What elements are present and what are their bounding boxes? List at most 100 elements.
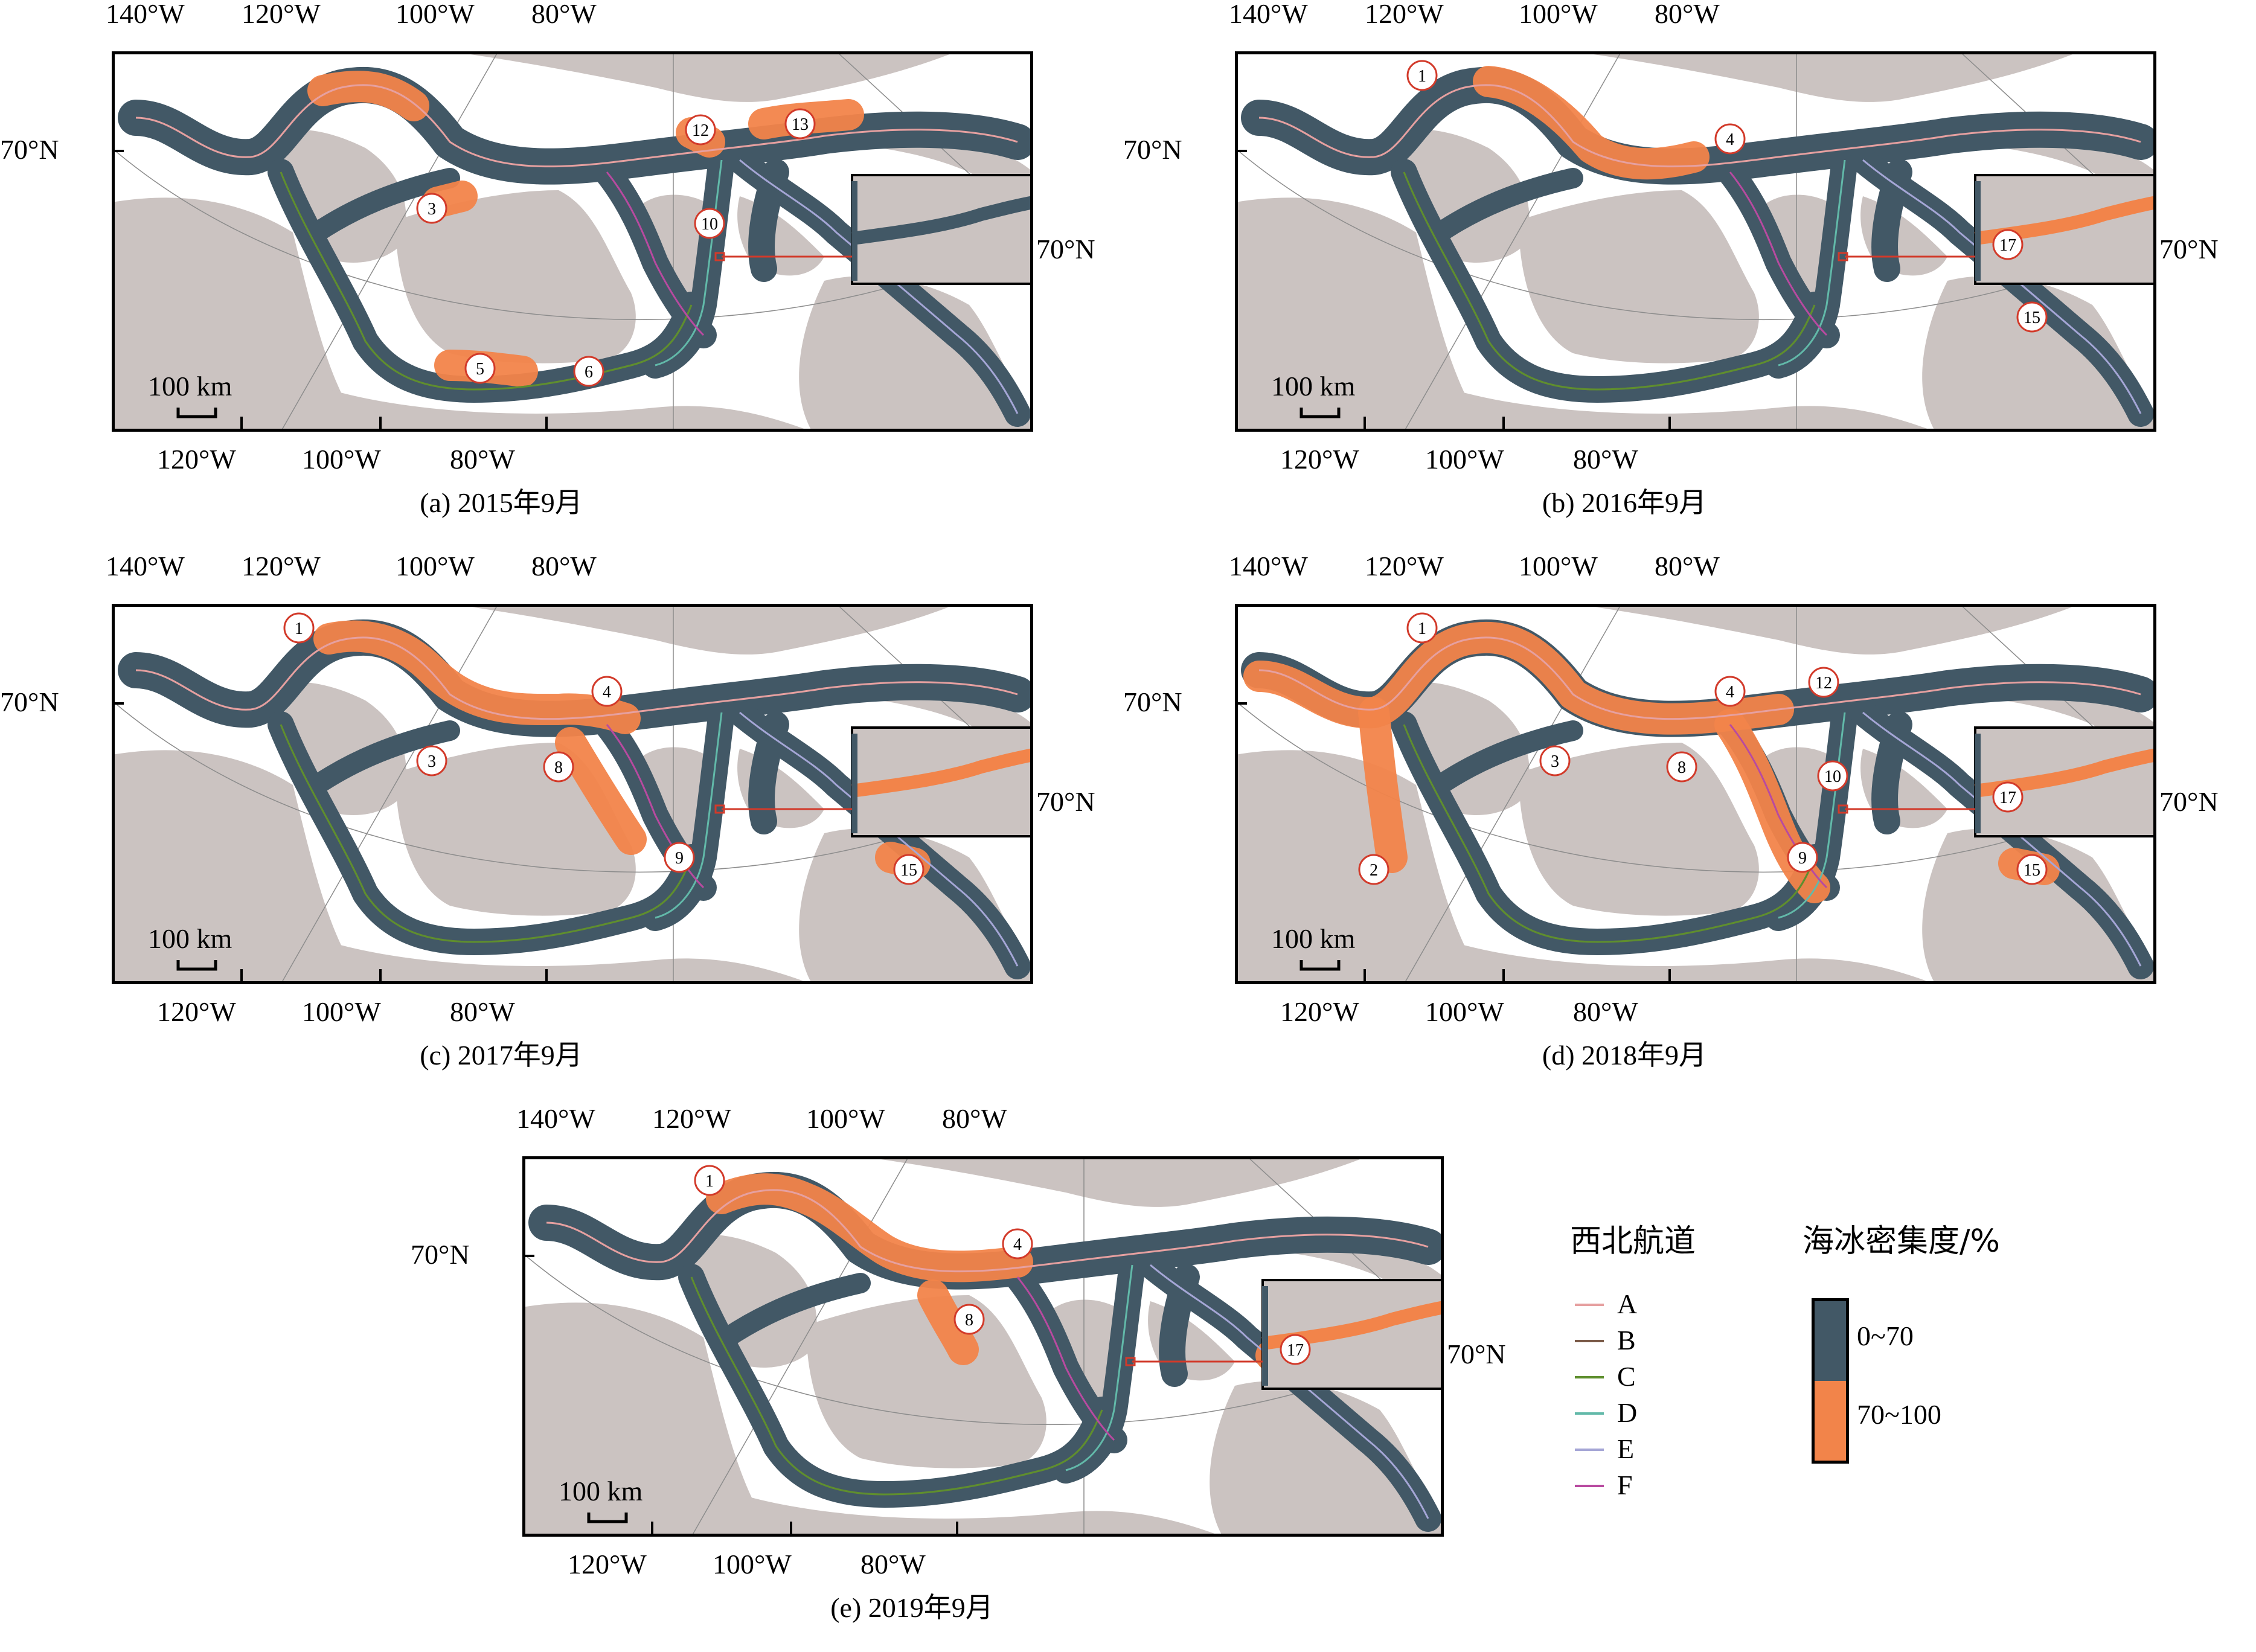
top-lon-label-4: 80°W [1655, 0, 1720, 29]
map-marker-label: 3 [428, 752, 436, 771]
route-d-label: D [1617, 1397, 1638, 1428]
route-line-f [1729, 171, 1828, 336]
route-f-swatch [1575, 1485, 1604, 1487]
scale-bar [587, 1513, 628, 1523]
left-lat-label: 70°N [1123, 687, 1182, 717]
high-ice-swatch [1815, 1381, 1846, 1461]
map-border [112, 51, 1033, 432]
legend-route-d: D [1575, 1398, 1756, 1428]
bottom-lon-label-3: 80°W [860, 1549, 926, 1580]
map-marker: 10 [694, 208, 725, 239]
top-lon-label-3: 100°W [806, 1103, 885, 1134]
map-marker-label: 12 [692, 121, 709, 140]
land-mass [1452, 942, 1935, 984]
legend-route-e: E [1575, 1434, 1756, 1464]
route-a-swatch [1575, 1304, 1604, 1306]
routes-legend-title: 西北航道 [1570, 1223, 1696, 1260]
map-marker-label: 4 [1726, 130, 1734, 149]
map-frame-d: 100 km 1 4 12 3 10 8 2 17 9 15 [1235, 604, 2156, 984]
route-line-a [1258, 636, 2141, 720]
map-marker-label: 3 [428, 200, 436, 219]
map-marker: 12 [1808, 667, 1839, 698]
land-mass [1235, 197, 1489, 432]
low-ice-label: 0~70 [1857, 1321, 1914, 1351]
land-mass [1573, 604, 2080, 655]
top-lon-label-2: 120°W [242, 551, 321, 581]
map-marker: 9 [1787, 842, 1818, 873]
left-lat-label: 70°N [0, 134, 59, 165]
top-lon-label-1: 140°W [1229, 0, 1308, 29]
route-line-d [1778, 159, 1846, 367]
left-lat-label: 70°N [0, 687, 59, 717]
land-mass [1247, 1241, 1444, 1337]
panel-caption-e: (e) 2019年9月 [830, 1592, 993, 1623]
bottom-lon-label-1: 120°W [157, 444, 236, 475]
map-frame-b: 100 km 1 4 17 15 [1235, 51, 2156, 432]
map-marker-label: 1 [1418, 67, 1426, 86]
bottom-lon-label-1: 120°W [157, 996, 236, 1027]
scale-bar [1299, 960, 1341, 971]
top-lon-label-4: 80°W [942, 1103, 1007, 1134]
map-border [1235, 51, 2156, 432]
inset-lat-label: 70°N [1447, 1339, 1506, 1369]
map-marker-label: 1 [295, 620, 303, 638]
map-marker: 15 [2016, 854, 2048, 885]
land-mass [1922, 276, 2156, 432]
ice-colorbar [1812, 1298, 1849, 1464]
route-b-label: B [1617, 1325, 1636, 1356]
map-marker-label: 15 [2024, 861, 2040, 880]
inset-lat-label: 70°N [2159, 234, 2219, 264]
map-marker: 1 [1406, 60, 1438, 91]
land-mass [1922, 828, 2156, 984]
route-line-d [1778, 712, 1846, 919]
land-mass [450, 51, 957, 102]
route-line-a [1258, 84, 2141, 168]
top-lon-label-1: 140°W [106, 551, 185, 581]
route-line-c [690, 1276, 1103, 1496]
bottom-lon-label-2: 100°W [713, 1549, 792, 1580]
map-panel-c: 140°W 120°W 100°W 80°W 70°N 120°W 100°W 80°W (c)… [0, 551, 1095, 1072]
map-marker: 8 [953, 1304, 985, 1335]
map-marker-label: 8 [554, 758, 563, 777]
top-lon-label-1: 140°W [1229, 551, 1308, 581]
route-b-swatch [1575, 1340, 1604, 1342]
map-marker: 15 [893, 854, 925, 885]
map-frame-c: 100 km 1 4 3 8 9 15 [112, 604, 1033, 984]
land-mass [329, 942, 812, 984]
map-canvas-a: 100 km 12 13 3 10 5 6 [112, 51, 1033, 432]
map-marker-label: 1 [705, 1172, 714, 1191]
map-marker-label: 10 [701, 215, 718, 234]
map-marker: 4 [591, 676, 623, 707]
map-marker: 12 [685, 114, 716, 146]
route-line-d [1065, 1264, 1133, 1471]
route-line-a [135, 84, 1018, 168]
map-marker-label: 17 [1999, 789, 2016, 807]
map-marker-label: 15 [2024, 309, 2040, 327]
inset-lat-label: 70°N [1036, 234, 1095, 264]
route-d-swatch [1575, 1412, 1604, 1415]
map-marker: 17 [1992, 229, 2024, 260]
map-canvas-c: 100 km 1 4 3 8 9 15 [112, 604, 1033, 984]
bottom-lon-label-3: 80°W [450, 444, 515, 475]
top-lon-label-3: 100°W [396, 551, 475, 581]
map-marker: 1 [1406, 612, 1438, 644]
top-lon-label-4: 80°W [531, 0, 597, 29]
land-mass [1960, 136, 2156, 232]
land-mass [1519, 743, 1759, 916]
map-marker-label: 6 [585, 363, 593, 382]
bottom-lon-label-2: 100°W [302, 444, 381, 475]
scale-bar [176, 960, 217, 971]
land-mass [450, 604, 957, 655]
map-border [1235, 604, 2156, 984]
map-marker: 3 [1539, 745, 1571, 776]
top-lon-label-2: 120°W [1365, 0, 1444, 29]
bottom-lon-label-2: 100°W [302, 996, 381, 1027]
land-mass [1452, 389, 1935, 432]
inset-map [1974, 174, 2156, 285]
top-lon-label-1: 140°W [516, 1103, 595, 1134]
scale-bar-label: 100 km [148, 371, 232, 402]
land-mass [836, 136, 1033, 232]
inset-map [1261, 1279, 1444, 1390]
route-c-label: C [1617, 1361, 1636, 1392]
land-mass [836, 688, 1033, 785]
